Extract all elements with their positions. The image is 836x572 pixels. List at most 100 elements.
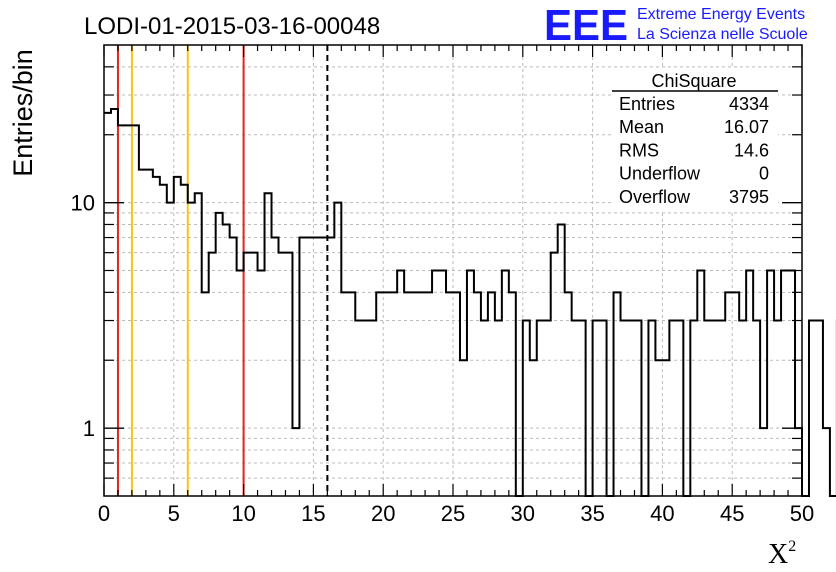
chart-title: LODI-01-2015-03-16-00048 <box>84 13 380 40</box>
histogram-bin <box>453 292 460 496</box>
histogram-bin <box>146 170 153 496</box>
histogram-bin <box>572 321 579 496</box>
histogram-bin <box>320 238 327 496</box>
histogram-bin <box>383 292 390 496</box>
stats-row-value: 14.6 <box>734 140 769 160</box>
histogram-bin <box>404 292 411 496</box>
histogram-bin <box>118 125 125 496</box>
stats-row-value: 4334 <box>729 94 769 114</box>
logo-line2: La Scienza nelle Scuole <box>637 26 808 43</box>
histogram-bin <box>369 321 376 496</box>
histogram-bin <box>746 271 753 497</box>
histogram-bin <box>306 238 313 496</box>
stats-box-background <box>612 68 778 211</box>
histogram-bin <box>299 238 306 496</box>
histogram-bin <box>432 271 439 497</box>
histogram-bin <box>244 253 251 496</box>
histogram-bin <box>648 321 655 496</box>
histogram-bin <box>265 193 272 496</box>
axes <box>103 44 803 497</box>
histogram-bin <box>509 292 516 496</box>
histogram-bin <box>202 292 209 496</box>
stats-row-label: Mean <box>619 117 664 137</box>
histogram-bin <box>634 321 641 496</box>
histogram-bin <box>739 321 746 496</box>
histogram-bin <box>600 321 607 496</box>
histogram-bin <box>348 292 355 496</box>
histogram-bin <box>195 193 202 496</box>
histogram-bin <box>341 292 348 496</box>
histogram-bin <box>125 125 132 496</box>
x-tick-label: 40 <box>650 501 674 526</box>
stats-row-label: Entries <box>619 94 675 114</box>
logo-line1: Extreme Energy Events <box>637 6 805 23</box>
histogram-bin <box>272 238 279 496</box>
histogram-bin <box>188 203 195 496</box>
histogram-bin <box>362 321 369 496</box>
x-tick-label: 30 <box>511 501 535 526</box>
histogram-bin <box>628 321 635 496</box>
histogram-bin <box>390 292 397 496</box>
x-tick-label: 5 <box>168 501 180 526</box>
histogram-bin <box>732 292 739 496</box>
x-tick-label: 25 <box>441 501 465 526</box>
x-tick-label: 15 <box>301 501 325 526</box>
histogram <box>104 108 836 497</box>
x-tick-labels: 0 5 10 15 20 25 30 35 40 45 50 <box>98 501 814 526</box>
histogram-bin <box>467 271 474 497</box>
histogram-bin <box>788 271 795 497</box>
histogram-bin <box>397 271 404 497</box>
histogram-bin <box>544 321 551 496</box>
histogram-bin <box>411 292 418 496</box>
histogram-bin <box>621 321 628 496</box>
histogram-bin <box>593 321 600 496</box>
histogram-step-line <box>104 108 836 497</box>
stats-rows: Entries 4334 Mean 16.07 RMS 14.6 Underflow 0 Ove… <box>619 94 769 207</box>
histogram-bin <box>279 253 286 496</box>
histogram-bin <box>823 428 830 496</box>
histogram-bin <box>237 271 244 497</box>
histogram-bin <box>181 185 188 496</box>
histogram-bin <box>704 321 711 496</box>
stats-row-label: RMS <box>619 140 659 160</box>
histogram-bin <box>474 292 481 496</box>
stats-title: ChiSquare <box>651 71 736 91</box>
histogram-bin <box>579 321 586 496</box>
histogram-bin <box>167 203 174 496</box>
x-tick-label: 0 <box>98 501 110 526</box>
histogram-bin <box>355 321 362 496</box>
histogram-bin <box>209 253 216 496</box>
histogram-bin <box>230 238 237 496</box>
x-tick-label: 20 <box>371 501 395 526</box>
stats-row-label: Overflow <box>619 187 691 207</box>
histogram-bin <box>781 271 788 497</box>
histogram-bin <box>488 292 495 496</box>
histogram-bin <box>425 292 432 496</box>
histogram-bin <box>725 292 732 496</box>
x-tick-label: 45 <box>720 501 744 526</box>
x-tick-label: 35 <box>580 501 604 526</box>
histogram-bin <box>334 203 341 496</box>
stats-row-label: Underflow <box>619 164 701 184</box>
histogram-bin <box>809 321 816 496</box>
histogram-bin <box>481 321 488 496</box>
stats-row-value: 16.07 <box>724 117 769 137</box>
logo-mark: EEE <box>544 1 628 50</box>
x-axis-label: X2 <box>768 538 796 570</box>
histogram-bin <box>216 213 223 496</box>
histogram-bin <box>285 253 292 496</box>
histogram-bin <box>523 321 530 496</box>
y-tick-label: 1 <box>83 416 95 441</box>
histogram-bin <box>718 321 725 496</box>
histogram-bin <box>258 271 265 497</box>
histogram-bin <box>565 292 572 496</box>
histogram-bin <box>551 253 558 496</box>
histogram-bin <box>669 321 676 496</box>
stats-box: ChiSquare Entries 4334 Mean 16.07 RMS 14.6 Und… <box>612 68 778 211</box>
histogram-bin <box>767 271 774 497</box>
histogram-bin <box>251 253 258 496</box>
y-tick-label: 10 <box>71 191 95 216</box>
histogram-bin <box>502 271 509 497</box>
histogram-bin <box>753 321 760 496</box>
x-tick-label: 50 <box>790 501 814 526</box>
